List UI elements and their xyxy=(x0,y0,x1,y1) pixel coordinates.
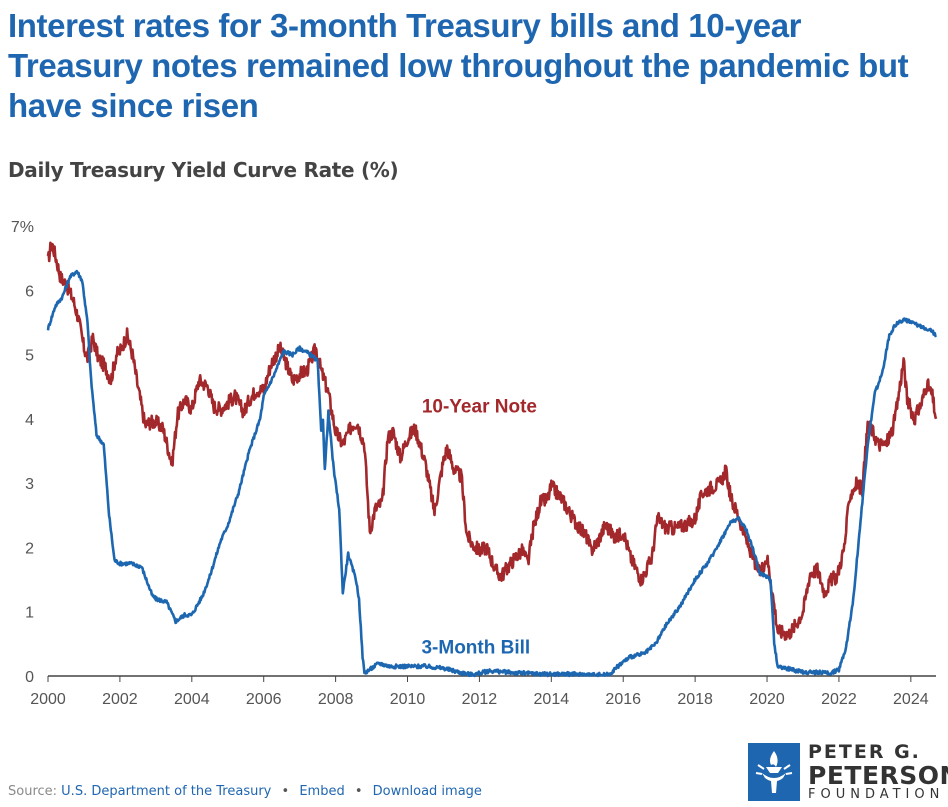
y-tick-label: 5 xyxy=(25,348,34,365)
line-chart: 0 1 2 3 4 5 6 7% 2000 2002 2004 2006 2008 2010 2012 201… xyxy=(11,219,938,708)
three-month-bill-label: 3-Month Bill xyxy=(421,638,530,659)
torch-logo-icon xyxy=(748,743,800,801)
ten-year-note-label: 10-Year Note xyxy=(422,396,537,417)
x-tick-label: 2018 xyxy=(677,691,713,708)
source-footer: Source: U.S. Department of the Treasury … xyxy=(8,784,482,799)
x-tick-label: 2022 xyxy=(821,691,857,708)
y-tick-label: 1 xyxy=(25,605,34,622)
footer-separator: • xyxy=(281,784,290,799)
x-tick-label: 2004 xyxy=(174,691,210,708)
embed-link[interactable]: Embed xyxy=(299,784,345,799)
logo-line-1: PETER G. xyxy=(808,741,921,763)
y-tick-label: 7% xyxy=(11,219,34,236)
y-tick-label: 0 xyxy=(25,669,34,686)
x-tick-label: 2024 xyxy=(893,691,929,708)
chart-subtitle: Daily Treasury Yield Curve Rate (%) xyxy=(8,158,399,182)
y-tick-label: 6 xyxy=(25,283,34,300)
peterson-foundation-logo[interactable]: PETER G. PETERSON FOUNDATION xyxy=(748,741,948,802)
x-tick-label: 2020 xyxy=(749,691,785,708)
download-image-link[interactable]: Download image xyxy=(372,784,482,799)
x-tick-label: 2008 xyxy=(318,691,354,708)
y-tick-label: 3 xyxy=(25,476,34,493)
footer-separator: • xyxy=(354,784,363,799)
x-tick-label: 2010 xyxy=(390,691,426,708)
chart-title: Interest rates for 3-month Treasury bill… xyxy=(8,7,909,124)
x-tick-label: 2006 xyxy=(246,691,282,708)
logo-line-2: PETERSON xyxy=(808,761,948,790)
source-label: Source: xyxy=(8,784,58,799)
y-tick-label: 4 xyxy=(25,412,34,429)
x-tick-label: 2000 xyxy=(30,691,66,708)
y-tick-label: 2 xyxy=(25,540,34,557)
ten-year-note-line xyxy=(46,241,938,641)
x-tick-label: 2002 xyxy=(102,691,138,708)
x-tick-label: 2012 xyxy=(462,691,498,708)
three-month-bill-line xyxy=(46,269,937,678)
x-tick-label: 2016 xyxy=(605,691,641,708)
source-link[interactable]: U.S. Department of the Treasury xyxy=(61,784,272,799)
x-tick-label: 2014 xyxy=(534,691,570,708)
logo-line-3: FOUNDATION xyxy=(808,787,945,802)
